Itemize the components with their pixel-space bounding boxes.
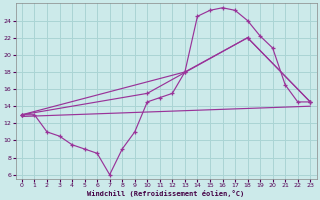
X-axis label: Windchill (Refroidissement éolien,°C): Windchill (Refroidissement éolien,°C) bbox=[87, 190, 245, 197]
